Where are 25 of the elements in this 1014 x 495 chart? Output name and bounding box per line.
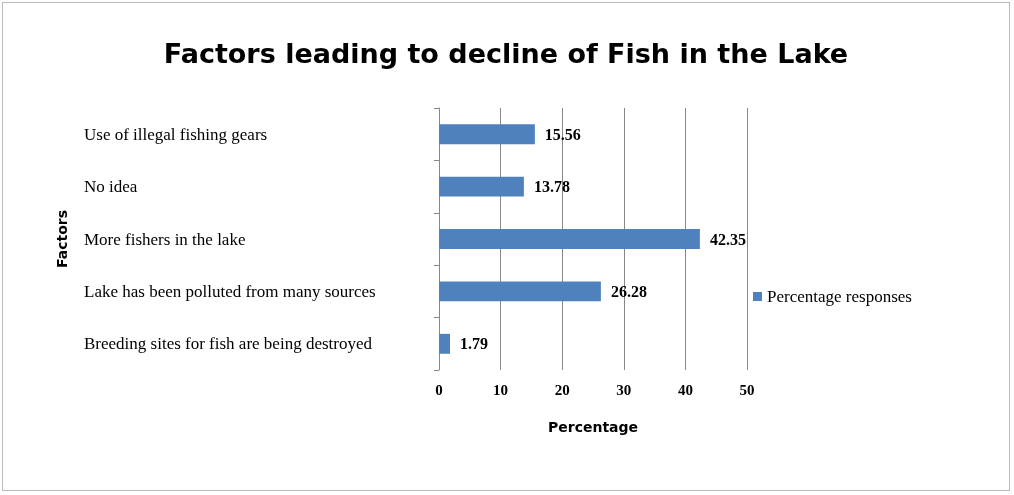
data-label: 26.28	[610, 282, 647, 300]
y-axis-title: Factors	[54, 209, 70, 269]
y-tick-label: Use of illegal fishing gears	[84, 124, 268, 144]
x-tick-label: 0	[435, 381, 443, 398]
x-tick-label: 30	[616, 381, 632, 398]
x-axis-title: Percentage	[547, 419, 639, 435]
y-tick-label: More fishers in the lake	[84, 229, 246, 249]
x-tick-label: 40	[677, 381, 693, 398]
bar	[439, 333, 451, 354]
x-tick-label: 20	[554, 381, 570, 398]
bar	[439, 124, 535, 145]
chart-title: Factors leading to decline of Fish in the Lake	[163, 38, 849, 69]
data-label: 1.79	[460, 335, 489, 353]
bar	[439, 176, 524, 197]
bar	[439, 281, 601, 302]
data-label: 15.56	[544, 125, 581, 143]
bar	[439, 229, 700, 249]
x-tick-label: 50	[739, 381, 755, 398]
y-tick-label: Lake has been polluted from many sources	[84, 281, 376, 301]
y-tick-label: Breeding sites for fish are being destroyed	[84, 334, 373, 354]
x-tick-label: 10	[493, 381, 509, 398]
data-label: 42.35	[709, 230, 746, 248]
legend-label: Percentage responses	[767, 287, 912, 306]
y-tick-label: No idea	[84, 177, 138, 197]
data-label: 13.78	[533, 178, 570, 196]
